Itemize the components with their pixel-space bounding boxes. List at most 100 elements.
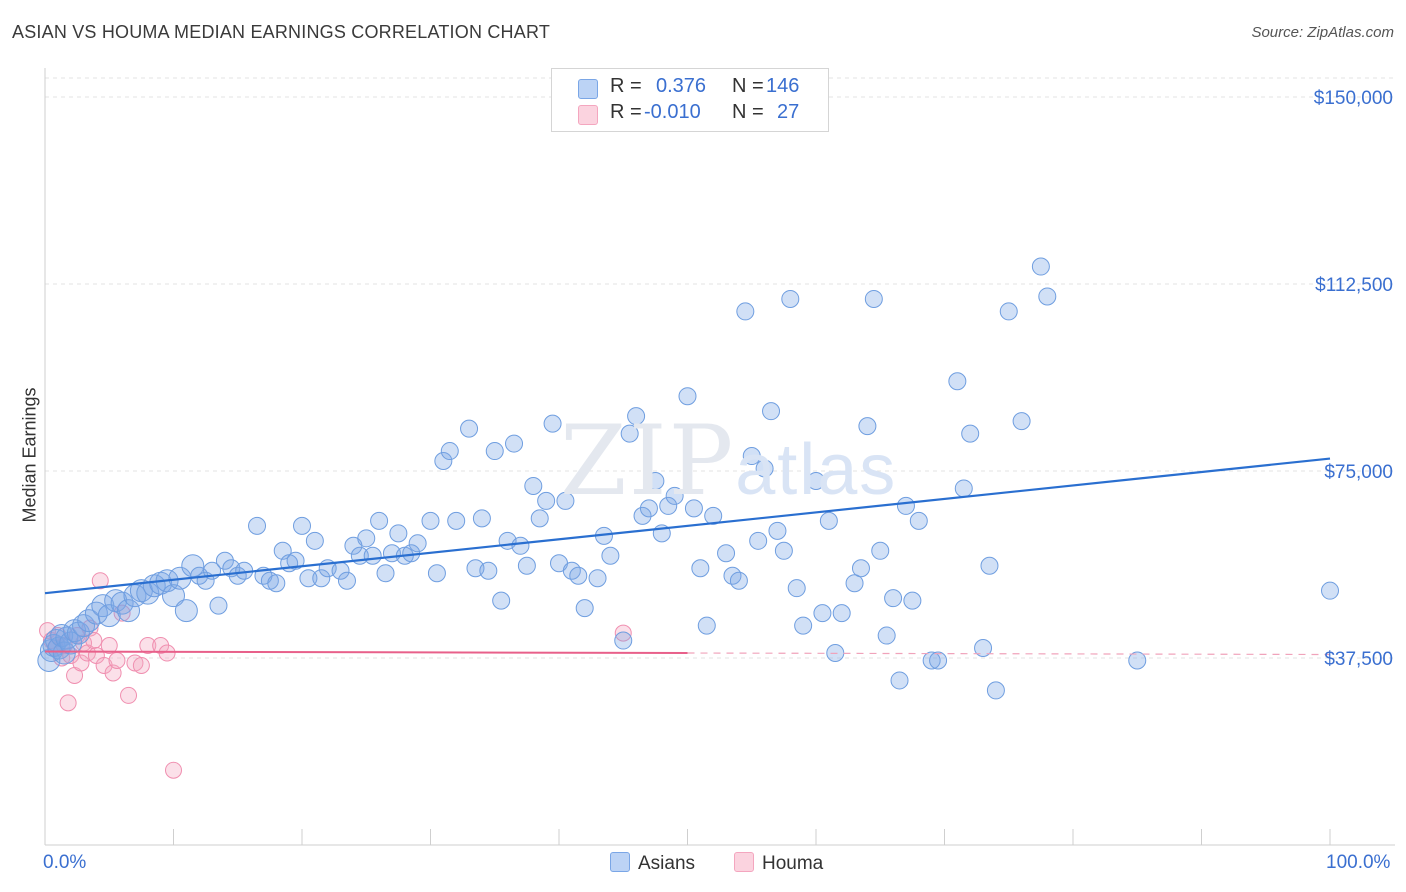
y-tick-label: $75,000 — [1324, 462, 1393, 483]
asians-point — [787, 579, 806, 598]
n-value: 146 — [766, 75, 800, 97]
asians-point — [986, 681, 1005, 700]
legend-row-houma: R = -0.010 N = 27 — [552, 101, 828, 127]
houma-point — [132, 656, 150, 674]
r-label: R = — [610, 101, 642, 123]
asians-point — [890, 671, 909, 690]
r-value: 0.376 — [656, 75, 707, 97]
asians-point — [845, 574, 864, 593]
houma-point — [59, 694, 77, 712]
asians-point — [370, 511, 389, 530]
asians-point — [1031, 257, 1050, 276]
asians-point — [877, 626, 896, 645]
asians-point — [909, 511, 928, 530]
asians-point — [1038, 287, 1057, 306]
asians-point — [659, 496, 678, 515]
asians-point — [530, 509, 549, 528]
asians-point — [447, 511, 466, 530]
asians-point — [884, 589, 903, 608]
asians-points — [37, 257, 1339, 700]
houma-swatch — [578, 105, 598, 125]
asians-point — [742, 447, 761, 466]
y-tick-labels: $37,500 $75,000 $112,500 $150,000 — [1314, 88, 1393, 670]
asians-point — [614, 631, 633, 650]
asians-point — [871, 541, 890, 560]
asians-point — [408, 534, 427, 553]
asians-point — [755, 459, 774, 478]
asians-point — [440, 442, 459, 461]
asians-point — [774, 541, 793, 560]
asians-point — [961, 424, 980, 443]
houma-point — [108, 651, 126, 669]
asians-point — [117, 599, 141, 623]
asians-point — [1128, 651, 1147, 670]
asians-point — [620, 424, 639, 443]
x-tick-label-min: 0.0% — [43, 852, 87, 873]
asians-point — [421, 511, 440, 530]
asians-point — [974, 639, 993, 658]
asians-trend-line — [44, 457, 1331, 595]
chart-title: ASIAN VS HOUMA MEDIAN EARNINGS CORRELATI… — [12, 22, 551, 42]
asians-point — [312, 569, 331, 588]
asians-point — [896, 496, 915, 515]
asians-point — [684, 499, 703, 518]
houma-point — [165, 761, 182, 779]
asians-point — [286, 551, 305, 570]
asians-point — [569, 566, 588, 585]
asians-point — [505, 434, 524, 453]
r-value: -0.010 — [644, 101, 701, 123]
asians-point — [427, 564, 446, 583]
houma-swatch — [734, 852, 754, 872]
asians-point — [524, 476, 543, 495]
asians-point — [537, 491, 556, 510]
asians-point — [903, 591, 922, 610]
watermark: ZIPatlas — [560, 405, 898, 517]
asians-point — [768, 521, 787, 540]
correlation-legend: R = 0.376 N = 146 R = -0.010 N = 27 — [551, 68, 829, 132]
houma-point — [91, 572, 109, 590]
asians-point — [646, 471, 665, 490]
asians-point — [729, 571, 748, 590]
asians-point — [1321, 581, 1339, 600]
asians-point — [248, 516, 267, 535]
asians-point — [293, 516, 311, 535]
asians-point — [704, 506, 723, 525]
asians-point — [59, 631, 83, 655]
asians-point — [781, 289, 800, 308]
asians-point — [485, 442, 504, 461]
y-tick-label: $112,500 — [1315, 275, 1393, 296]
asians-point — [922, 651, 941, 670]
asians-point — [858, 417, 877, 436]
asians-point — [460, 419, 479, 438]
asians-point — [697, 616, 716, 635]
asians-point — [511, 536, 530, 555]
asians-point — [999, 302, 1018, 321]
asians-point — [556, 491, 575, 510]
asians-point — [832, 604, 851, 623]
asians-point — [363, 546, 382, 565]
asians-point — [749, 531, 768, 550]
legend-label: Asians — [638, 853, 696, 874]
y-axis-label: Median Earnings — [19, 387, 40, 523]
asians-point — [174, 599, 198, 623]
asians-point — [639, 499, 658, 518]
asians-swatch — [578, 79, 598, 99]
trend-lines — [44, 457, 1331, 656]
n-label: N = — [732, 75, 764, 97]
asians-point — [794, 616, 813, 635]
asians-point — [357, 529, 376, 548]
asians-point — [980, 556, 999, 575]
asians-point — [267, 574, 286, 593]
asians-point — [209, 596, 228, 615]
source-label: Source: ZipAtlas.com — [1251, 24, 1394, 41]
asians-point — [864, 289, 883, 308]
asians-point — [543, 414, 562, 433]
asians-point — [736, 302, 755, 321]
asians-point — [851, 559, 870, 578]
asians-point — [299, 569, 318, 588]
asians-point — [215, 551, 234, 570]
asians-point — [691, 559, 710, 578]
asians-swatch — [610, 852, 630, 872]
asians-point — [305, 531, 324, 550]
